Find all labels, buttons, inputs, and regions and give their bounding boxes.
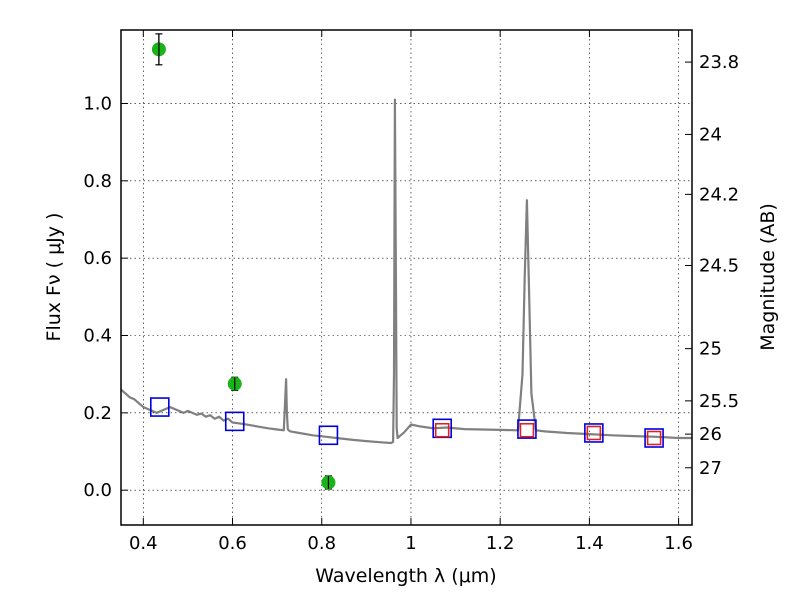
x-tick-label: 0.4 [129,533,158,554]
model-flux-square-blue [150,397,170,417]
y-tick-label: 0.6 [83,248,112,269]
model-flux-square-red [646,430,662,446]
y2-tick-label: 25 [699,339,722,360]
x-tick-label: 1.2 [486,533,515,554]
x-tick-label: 0.8 [307,533,336,554]
x-tick-label: 1.4 [575,533,604,554]
y2-axis-label: Magnitude (AB) [757,203,779,351]
x-axis-label: Wavelength λ (μm) [315,565,496,587]
model-flux-square-blue [584,423,604,443]
model-flux-square-red [586,425,602,441]
y-axis-label: Flux Fν ( μJy ) [43,213,65,342]
y2-axis-title: Magnitude (AB) [757,203,779,351]
y2-tick-label: 24 [699,124,722,145]
y-tick-label: 0.4 [83,326,112,347]
y2-tick-label: 25.5 [699,391,739,412]
x-axis-title: Wavelength λ (μm) [315,565,496,587]
y-tick-label: 0.0 [83,480,112,501]
model-flux-square-blue [318,425,339,446]
model-spectrum-line [121,98,692,445]
grid [121,30,692,525]
ticks: 0.4 0.6 0.8 1 1.2 1.4 1.6 0.0 0.2 0.4 0.6 0.8 1.0 23.… [83,30,739,554]
x-tick-label: 1.6 [664,533,693,554]
model-flux-square-blue [517,419,537,439]
y-tick-label: 0.2 [83,403,112,424]
x-tick-label: 1 [405,533,416,554]
model-flux-square-blue [644,428,664,448]
y2-tick-label: 23.8 [699,52,739,73]
y2-tick-label: 27 [699,458,722,479]
y2-tick-label: 24.2 [699,184,739,205]
model-flux-square-red [519,422,535,438]
y-axis-title: Flux Fν ( μJy ) [43,213,65,342]
data-layer [121,33,692,490]
y2-tick-label: 24.5 [699,256,739,277]
y-tick-label: 0.8 [83,171,112,192]
model-flux-square-blue [224,411,245,432]
x-tick-label: 0.6 [218,533,247,554]
plot-frame [120,29,693,526]
y2-tick-label: 26 [699,424,722,445]
y-tick-label: 1.0 [83,93,112,114]
model-flux-square-red [434,422,450,438]
